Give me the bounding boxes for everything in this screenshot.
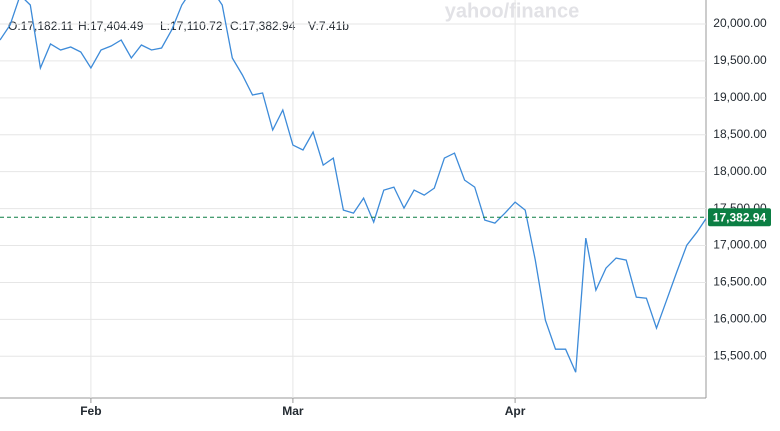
y-tick-label: 15,500.00 [713, 348, 767, 362]
y-tick-label: 19,000.00 [713, 90, 767, 104]
y-tick-label: 20,000.00 [713, 16, 767, 30]
y-tick-label: 18,500.00 [713, 127, 767, 141]
last-price-box [708, 208, 771, 227]
watermark: yahoo/finance [445, 0, 579, 22]
ohlc-value: C:17,382.94 [230, 19, 296, 33]
ohlc-value: H:17,404.49 [78, 19, 144, 33]
x-tick-label: Feb [80, 404, 101, 418]
y-tick-label: 16,500.00 [713, 275, 767, 289]
ohlc-header: O:17,182.11 H:17,404.49 L:17,110.72 C:17,38… [8, 19, 349, 33]
y-tick-label: 18,000.00 [713, 164, 767, 178]
y-tick-label: 16,000.00 [713, 312, 767, 326]
y-tick-label: 17,000.00 [713, 238, 767, 252]
ohlc-value: O:17,182.11 [8, 19, 73, 33]
x-tick-label: Apr [505, 404, 526, 418]
x-tick-label: Mar [282, 404, 304, 418]
last-price-label: 17,382.94 [713, 210, 767, 224]
y-tick-label: 19,500.00 [713, 53, 767, 67]
ohlc-value: V:7.41b [308, 19, 349, 33]
ohlc-value: L:17,110.72 [160, 19, 223, 33]
price-line [0, 0, 706, 373]
